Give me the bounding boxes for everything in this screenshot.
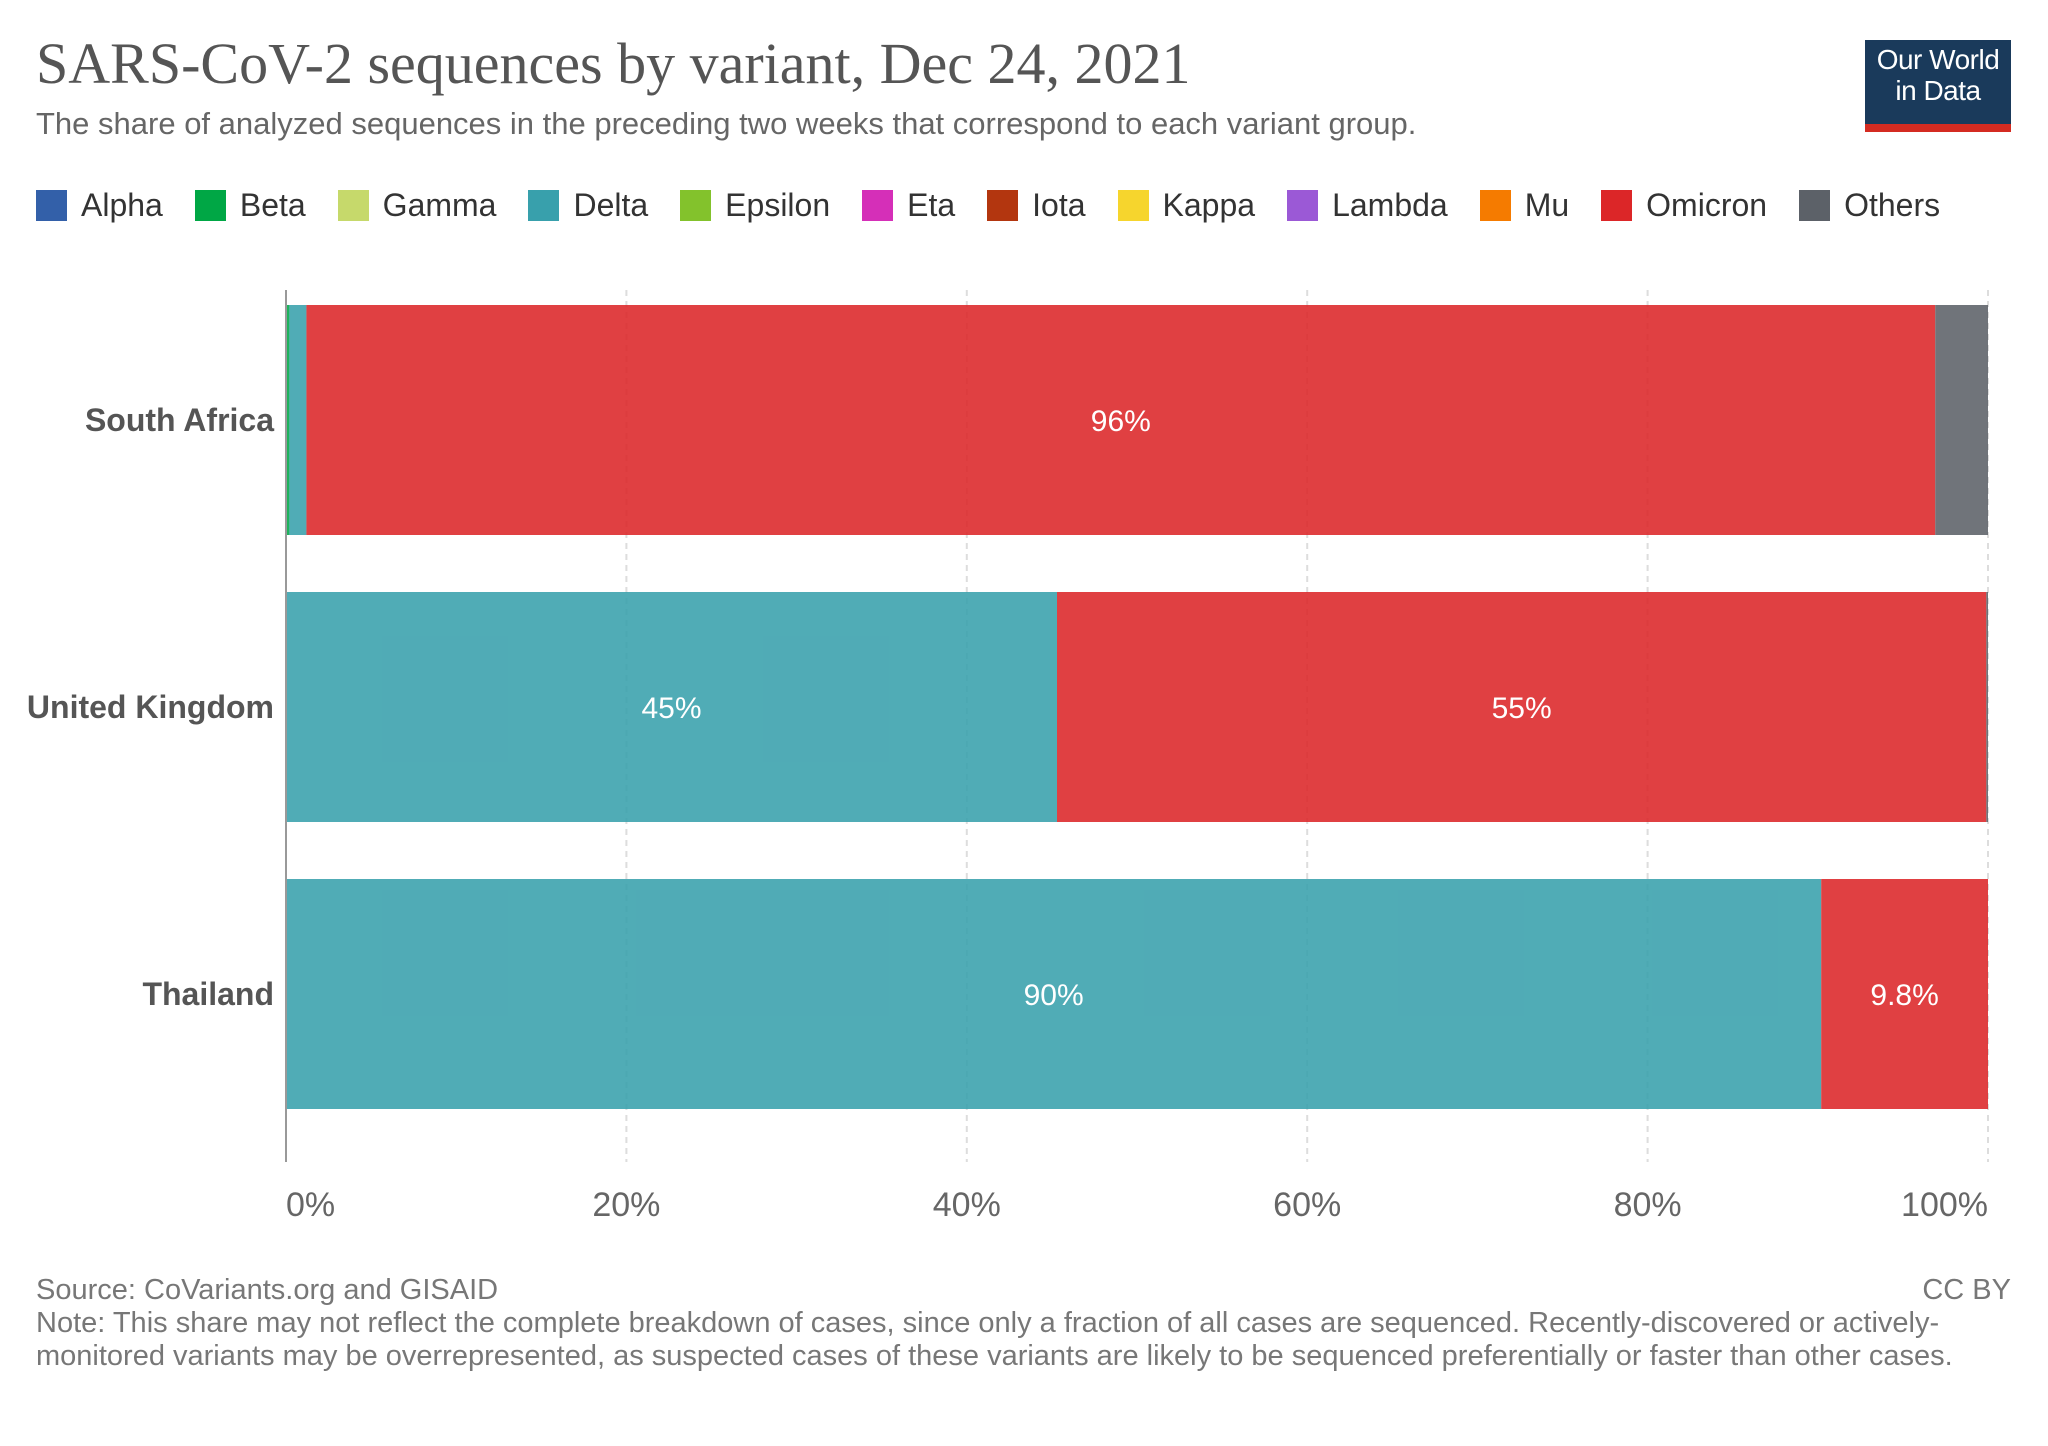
bar-segment[interactable]: [286, 592, 1058, 822]
license-text[interactable]: CC BY: [1922, 1274, 2011, 1306]
legend-item-mu[interactable]: Mu: [1479, 182, 1570, 228]
legend-item-delta[interactable]: Delta: [528, 182, 648, 228]
legend-item-others[interactable]: Others: [1799, 182, 1940, 228]
legend-label: Omicron: [1646, 186, 1768, 223]
legend-label: Delta: [573, 186, 649, 223]
legend-label: Iota: [1032, 186, 1086, 223]
legend-swatch: [337, 189, 369, 221]
legend-item-gamma[interactable]: Gamma: [337, 182, 497, 228]
legend-swatch: [1479, 189, 1511, 221]
legend-item-iota[interactable]: Iota: [987, 182, 1086, 228]
legend-label: Gamma: [382, 186, 497, 223]
legend-item-alpha[interactable]: Alpha: [36, 182, 163, 228]
legend-item-epsilon[interactable]: Epsilon: [680, 182, 830, 228]
chart-area: South Africa United Kingdom Thailand 96% 45%…: [27, 290, 1989, 1224]
x-tick-label: 60%: [1273, 1186, 1341, 1224]
legend-swatch: [862, 189, 894, 221]
legend-item-omicron[interactable]: Omicron: [1601, 182, 1767, 228]
data-label: 96%: [1091, 405, 1151, 438]
legend: Alpha Beta Gamma Delta Epsilon Eta Iota Kappa La…: [36, 182, 1996, 228]
logo-line-1: Our World: [1876, 44, 2000, 75]
legend-swatch: [1117, 189, 1149, 221]
category-label: South Africa: [85, 402, 274, 438]
bar-segment[interactable]: [289, 305, 307, 535]
x-tick-label: 40%: [933, 1186, 1001, 1224]
owid-logo[interactable]: Our World in Data: [1865, 40, 2011, 132]
logo-line-2: in Data: [1895, 75, 1981, 106]
x-tick-label: 0%: [286, 1186, 335, 1224]
chart-subtitle: The share of analyzed sequences in the p…: [36, 106, 1417, 141]
legend-label: Kappa: [1162, 186, 1256, 223]
source-text: Source: CoVariants.org and GISAID: [36, 1274, 499, 1306]
bar-segment[interactable]: [286, 879, 1822, 1109]
legend-label: Lambda: [1332, 186, 1448, 223]
legend-swatch: [1601, 189, 1633, 221]
legend-item-kappa[interactable]: Kappa: [1117, 182, 1256, 228]
data-label: 55%: [1492, 692, 1552, 725]
bar-segment[interactable]: [286, 305, 290, 535]
chart-title: SARS-CoV-2 sequences by variant, Dec 24,…: [36, 31, 1191, 96]
legend-item-eta[interactable]: Eta: [862, 182, 955, 228]
category-label: Thailand: [142, 976, 274, 1012]
data-label: 9.8%: [1870, 979, 1938, 1012]
legend-label: Epsilon: [725, 186, 831, 223]
legend-swatch: [194, 189, 226, 221]
legend-swatch: [680, 189, 712, 221]
legend-swatch: [987, 189, 1019, 221]
bar-segment[interactable]: [1821, 879, 1988, 1109]
legend-label: Mu: [1524, 186, 1570, 223]
data-label: 45%: [641, 692, 701, 725]
legend-swatch: [1799, 189, 1831, 221]
x-tick-label: 20%: [592, 1186, 660, 1224]
legend-item-beta[interactable]: Beta: [194, 182, 306, 228]
x-tick-label: 80%: [1614, 1186, 1682, 1224]
legend-label: Eta: [907, 186, 956, 223]
data-label: 90%: [1024, 979, 1084, 1012]
category-label: United Kingdom: [27, 689, 274, 725]
legend-label: Others: [1844, 186, 1941, 223]
bar-segment[interactable]: [1057, 592, 1987, 822]
legend-swatch: [528, 189, 560, 221]
bar-segment[interactable]: [1986, 592, 1988, 822]
legend-label: Beta: [239, 186, 306, 223]
legend-label: Alpha: [81, 186, 163, 223]
footer: Source: CoVariants.org and GISAID CC BY …: [36, 1274, 2011, 1373]
note-text: Note: This share may not reflect the com…: [36, 1307, 1953, 1372]
bar-segment[interactable]: [306, 305, 1936, 535]
legend-swatch: [36, 189, 67, 221]
bar-segment[interactable]: [1935, 305, 1988, 535]
x-tick-label: 100%: [1901, 1186, 1988, 1224]
legend-item-lambda[interactable]: Lambda: [1287, 182, 1448, 228]
legend-swatch: [1287, 189, 1319, 221]
